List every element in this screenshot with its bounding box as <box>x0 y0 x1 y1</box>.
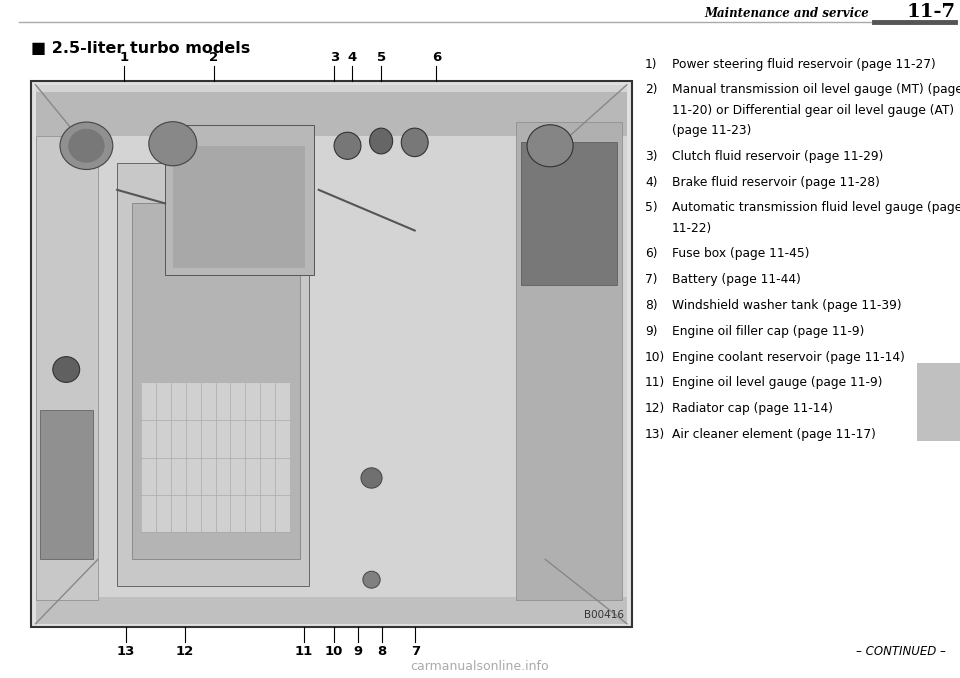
Bar <box>36 92 627 136</box>
Text: 8): 8) <box>645 299 658 312</box>
Text: Engine oil filler cap (page 11-9): Engine oil filler cap (page 11-9) <box>672 325 864 338</box>
Text: 2): 2) <box>645 83 658 96</box>
Text: (page 11-23): (page 11-23) <box>672 124 752 137</box>
Bar <box>516 122 622 600</box>
Text: 1): 1) <box>645 58 658 71</box>
Text: 10): 10) <box>645 351 665 363</box>
Text: 8: 8 <box>377 645 387 658</box>
Text: Battery (page 11-44): Battery (page 11-44) <box>672 273 801 286</box>
Text: 11-22): 11-22) <box>672 222 712 235</box>
Text: 11: 11 <box>295 645 313 658</box>
Bar <box>36 597 627 624</box>
Text: – CONTINUED –: – CONTINUED – <box>855 645 946 658</box>
Text: 2: 2 <box>209 51 219 64</box>
Text: 13): 13) <box>645 428 665 441</box>
Bar <box>40 410 93 559</box>
Bar <box>917 363 960 441</box>
Text: Manual transmission oil level gauge (MT) (page: Manual transmission oil level gauge (MT)… <box>672 83 960 96</box>
Ellipse shape <box>68 129 105 163</box>
Bar <box>132 203 300 559</box>
Text: Automatic transmission fluid level gauge (page: Automatic transmission fluid level gauge… <box>672 201 960 214</box>
Ellipse shape <box>363 571 380 588</box>
Text: 10: 10 <box>325 645 344 658</box>
Ellipse shape <box>401 128 428 157</box>
Text: Brake fluid reservoir (page 11-28): Brake fluid reservoir (page 11-28) <box>672 176 880 188</box>
Text: 4: 4 <box>348 51 357 64</box>
Text: 5): 5) <box>645 201 658 214</box>
Bar <box>141 383 290 532</box>
Text: 1: 1 <box>119 51 129 64</box>
Bar <box>36 136 98 600</box>
Text: 9): 9) <box>645 325 658 338</box>
Bar <box>521 142 617 285</box>
Ellipse shape <box>334 132 361 159</box>
Text: 12: 12 <box>176 645 194 658</box>
Ellipse shape <box>361 468 382 488</box>
Text: Fuse box (page 11-45): Fuse box (page 11-45) <box>672 247 809 260</box>
Text: Power steering fluid reservoir (page 11-27): Power steering fluid reservoir (page 11-… <box>672 58 936 71</box>
Text: Windshield washer tank (page 11-39): Windshield washer tank (page 11-39) <box>672 299 901 312</box>
Ellipse shape <box>60 122 112 170</box>
Text: 7: 7 <box>411 645 420 658</box>
Text: ■ 2.5-liter turbo models: ■ 2.5-liter turbo models <box>31 41 250 56</box>
Text: 3: 3 <box>329 51 339 64</box>
Bar <box>36 85 627 624</box>
Ellipse shape <box>370 128 393 154</box>
Text: 13: 13 <box>116 645 134 658</box>
Text: Radiator cap (page 11-14): Radiator cap (page 11-14) <box>672 402 833 415</box>
Text: B00416: B00416 <box>584 610 624 620</box>
Bar <box>31 81 632 627</box>
Text: 12): 12) <box>645 402 665 415</box>
Text: 6): 6) <box>645 247 658 260</box>
Text: Engine coolant reservoir (page 11-14): Engine coolant reservoir (page 11-14) <box>672 351 905 363</box>
Text: 11): 11) <box>645 376 665 389</box>
Text: 6: 6 <box>432 51 441 64</box>
Text: Maintenance and service: Maintenance and service <box>704 7 869 20</box>
Bar <box>117 163 309 586</box>
Ellipse shape <box>149 122 197 165</box>
Text: 11-7: 11-7 <box>906 3 955 21</box>
Bar <box>173 146 305 268</box>
Text: Air cleaner element (page 11-17): Air cleaner element (page 11-17) <box>672 428 876 441</box>
Text: 9: 9 <box>353 645 363 658</box>
Text: 7): 7) <box>645 273 658 286</box>
Text: 3): 3) <box>645 150 658 163</box>
Ellipse shape <box>53 357 80 382</box>
Text: carmanualsonline.info: carmanualsonline.info <box>411 660 549 673</box>
Ellipse shape <box>527 125 573 167</box>
Bar <box>165 125 314 275</box>
Text: 11-20) or Differential gear oil level gauge (AT): 11-20) or Differential gear oil level ga… <box>672 104 954 117</box>
Text: Clutch fluid reservoir (page 11-29): Clutch fluid reservoir (page 11-29) <box>672 150 883 163</box>
Text: 4): 4) <box>645 176 658 188</box>
Text: Engine oil level gauge (page 11-9): Engine oil level gauge (page 11-9) <box>672 376 882 389</box>
Text: 5: 5 <box>376 51 386 64</box>
